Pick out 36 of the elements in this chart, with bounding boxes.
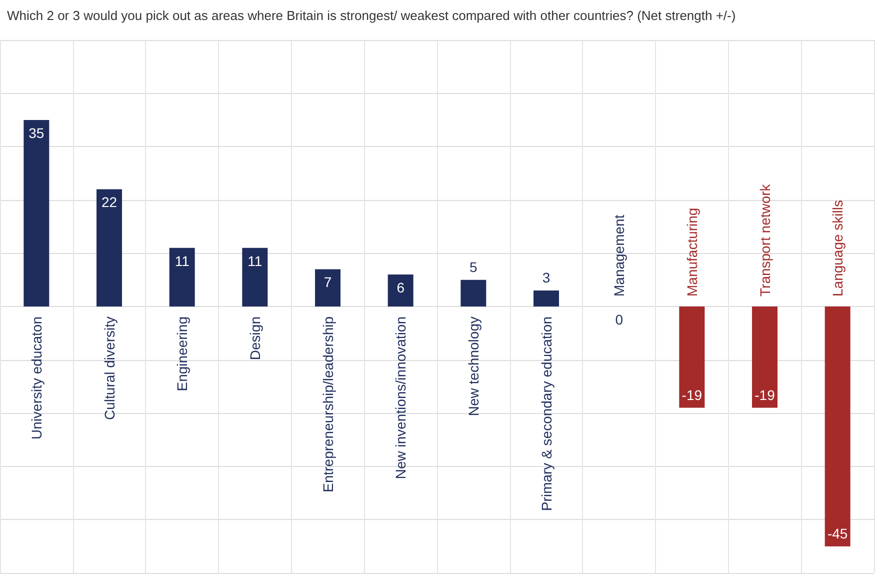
- bar: [534, 290, 559, 306]
- x-tick-label: New technology: [465, 316, 482, 416]
- bar: [460, 280, 486, 306]
- bar: [824, 306, 850, 546]
- x-tick-label: Manufacturing: [684, 208, 700, 296]
- x-tick-label: University educaton: [28, 316, 44, 440]
- data-label: 0: [615, 312, 624, 328]
- bar: [315, 269, 340, 306]
- x-tick-label: Design: [246, 316, 263, 360]
- bar: [96, 189, 122, 306]
- data-label: 5: [470, 258, 478, 275]
- bar: [752, 306, 778, 408]
- data-label: 22: [101, 194, 118, 210]
- x-tick-label: Primary & secondary education: [538, 316, 554, 512]
- x-tick-label: Cultural diversity: [101, 316, 118, 420]
- x-tick-label: Entrepreneurship/leadership: [320, 316, 336, 492]
- bar: [388, 274, 414, 306]
- data-label: 11: [248, 252, 262, 269]
- data-label: 11: [174, 252, 190, 269]
- bar: [242, 248, 268, 306]
- data-label: 7: [324, 274, 332, 290]
- data-label: 35: [28, 124, 44, 141]
- data-label: -45: [827, 525, 848, 542]
- x-tick-label: Management: [611, 214, 628, 296]
- bar: [169, 248, 195, 306]
- data-label: -19: [682, 386, 702, 403]
- x-tick-label: Engineering: [174, 316, 190, 392]
- x-tick-label: New inventions/innovation: [392, 316, 409, 480]
- x-tick-label: Transport network: [756, 183, 773, 296]
- data-label: 3: [542, 270, 550, 286]
- x-tick-label: Language skills: [830, 200, 846, 296]
- bar: [679, 306, 705, 408]
- bar: [24, 120, 50, 306]
- data-label: 6: [396, 280, 405, 296]
- data-label: -19: [754, 386, 776, 403]
- chart-title: Which 2 or 3 would you pick out as areas where Britain is strongest/ weakest compared with other countries? (Net strength +/-): [7, 8, 736, 23]
